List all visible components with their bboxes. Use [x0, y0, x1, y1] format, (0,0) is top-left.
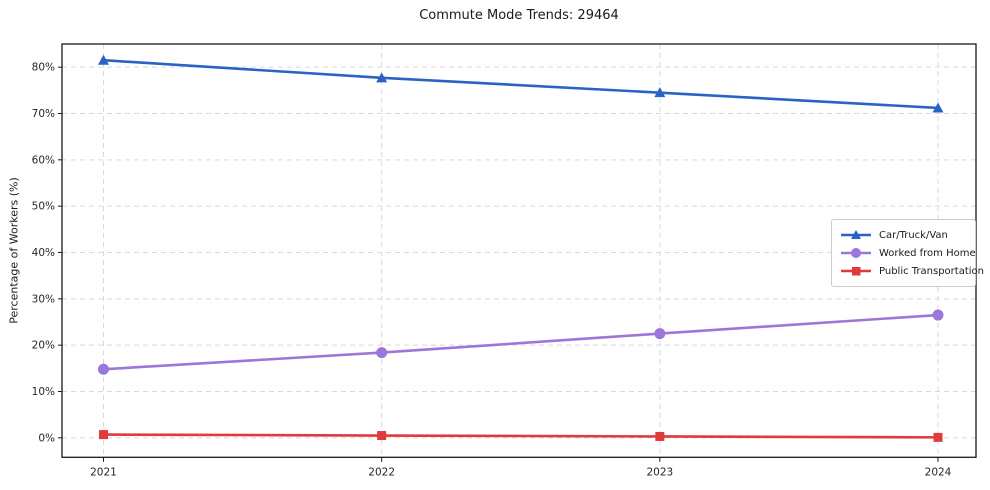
- legend-label: Worked from Home: [879, 247, 976, 259]
- series-line: [102, 58, 940, 110]
- data-point-marker: [933, 432, 943, 442]
- data-point-marker: [377, 431, 387, 441]
- series-line: [102, 433, 940, 439]
- x-tick-label: 2023: [646, 466, 673, 478]
- x-tick-label: 2021: [90, 466, 117, 478]
- legend-entry: Public Transportation: [840, 262, 984, 280]
- y-tick-label: 70%: [32, 108, 55, 120]
- data-point-marker: [98, 363, 109, 375]
- data-point-marker: [932, 309, 944, 321]
- triangle-legend-swatch-icon: [841, 230, 871, 239]
- y-tick-label: 30%: [32, 293, 55, 305]
- data-point-marker: [932, 102, 944, 113]
- legend-label: Car/Truck/Van: [879, 229, 948, 241]
- plot-frame: [61, 43, 977, 458]
- x-tick-label: 2022: [368, 466, 395, 478]
- legend: Car/Truck/Van Worked from Home Public Tran…: [831, 219, 984, 287]
- data-point-marker: [376, 72, 388, 83]
- data-point-marker: [654, 328, 666, 340]
- data-point-marker: [99, 430, 108, 440]
- y-tick-label: 60%: [32, 154, 55, 166]
- y-tick-label: 50%: [32, 201, 55, 213]
- y-tick-label: 80%: [32, 62, 55, 74]
- legend-label: Public Transportation: [879, 265, 984, 277]
- data-point-marker: [376, 347, 388, 359]
- y-tick-label: 10%: [32, 386, 55, 398]
- y-tick-label: 40%: [32, 247, 55, 259]
- chart-title: Commute Mode Trends: 29464: [419, 8, 619, 23]
- series-line: [102, 313, 940, 371]
- y-tick-label: 20%: [32, 340, 55, 352]
- legend-entry: Worked from Home: [840, 244, 976, 262]
- data-point-marker: [655, 431, 665, 441]
- data-point-marker: [654, 87, 666, 98]
- y-tick-label: 0%: [38, 432, 55, 444]
- legend-entry: Car/Truck/Van: [840, 226, 966, 244]
- square-legend-swatch-icon: [841, 267, 871, 276]
- circle-legend-swatch-icon: [841, 248, 871, 258]
- data-point-marker: [98, 54, 109, 65]
- x-tick-label: 2024: [925, 466, 952, 478]
